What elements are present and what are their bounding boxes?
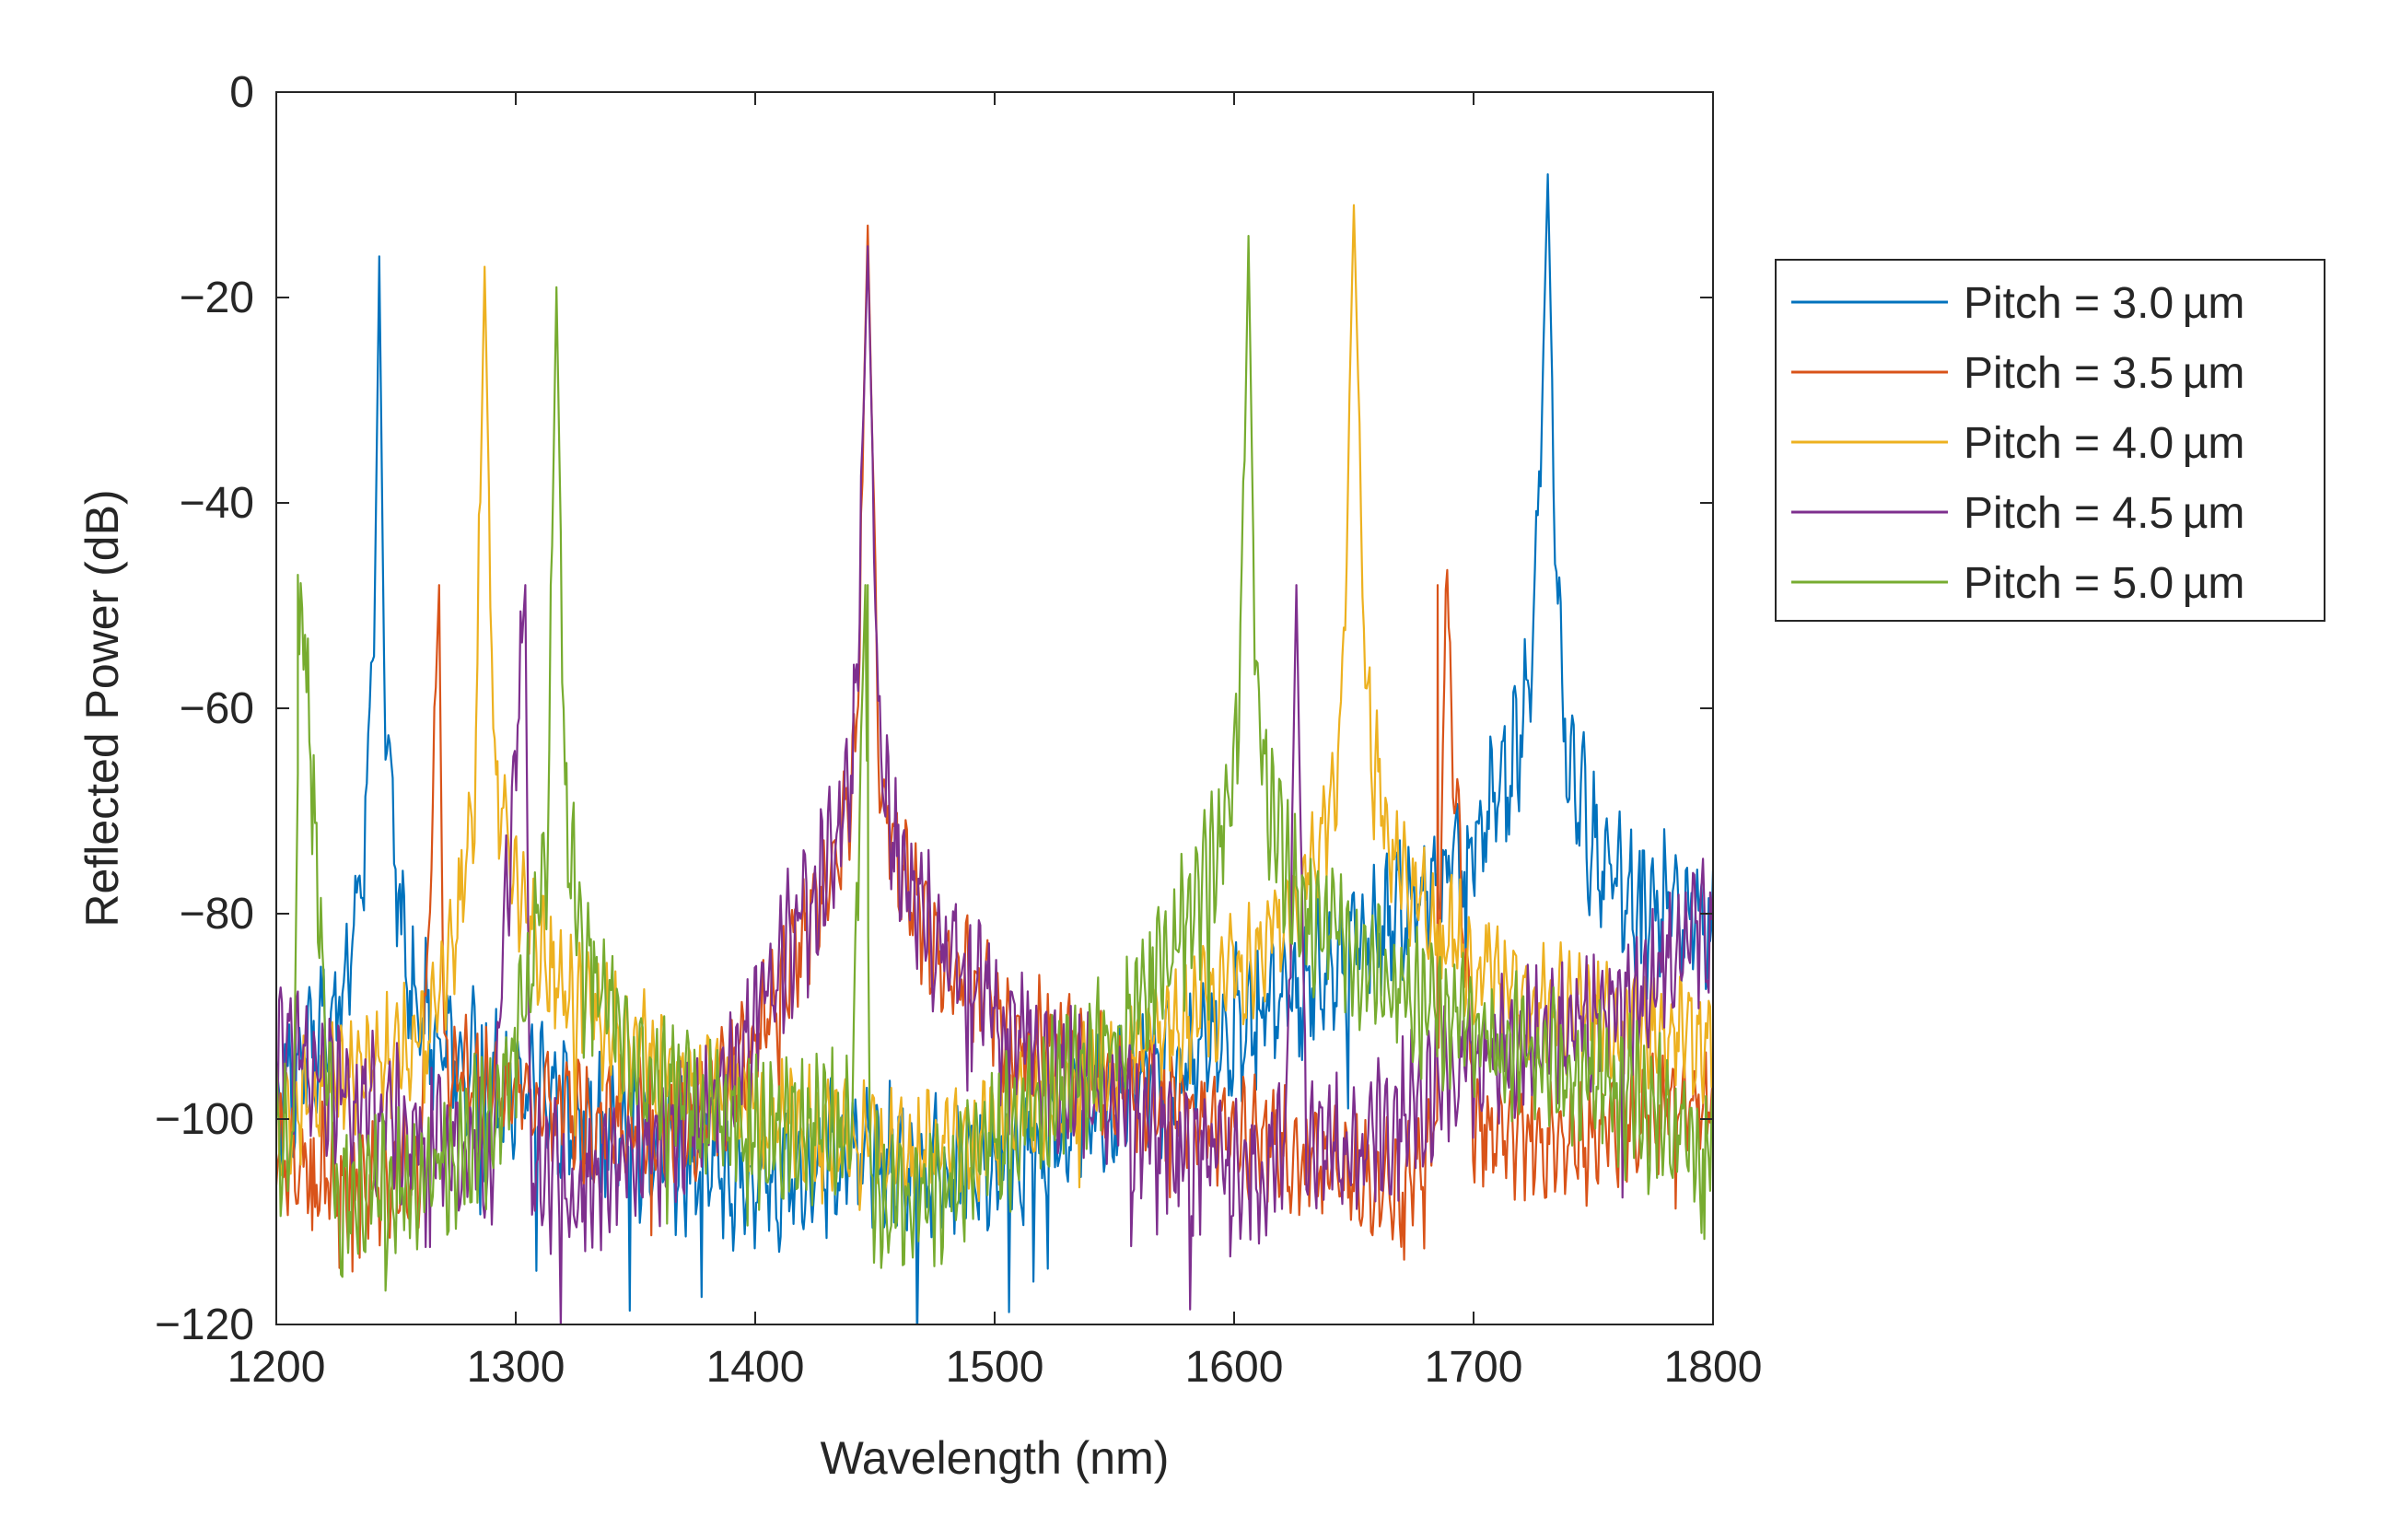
legend: Pitch = 3.0 µm Pitch = 3.5 µm Pitch = 4.0 … — [1775, 259, 2325, 622]
series-line-5 — [276, 235, 1713, 1292]
y-tick-label: −40 — [180, 479, 254, 528]
x-tick-label: 1600 — [1185, 1343, 1284, 1392]
y-axis-label: Reflected Power (dB) — [76, 489, 128, 927]
y-tick-label: 0 — [229, 68, 254, 117]
x-axis-label: Wavelength (nm) — [821, 1432, 1170, 1484]
legend-label-5: Pitch = 5.0 µm — [1964, 559, 2244, 608]
y-tick-label: −100 — [155, 1095, 254, 1144]
y-tick-label: −80 — [180, 890, 254, 939]
legend-label-1: Pitch = 3.0 µm — [1964, 279, 2244, 328]
y-tick-label: −60 — [180, 684, 254, 733]
legend-entries: Pitch = 3.0 µm Pitch = 3.5 µm Pitch = 4.0 … — [1791, 279, 2244, 608]
x-tick-label: 1400 — [706, 1343, 805, 1392]
x-tick-label: 1700 — [1425, 1343, 1523, 1392]
x-tick-label: 1200 — [227, 1343, 326, 1392]
legend-label-3: Pitch = 4.0 µm — [1964, 419, 2244, 468]
axis-ticks — [275, 91, 1714, 1325]
series-line-4 — [276, 245, 1713, 1324]
legend-label-4: Pitch = 4.5 µm — [1964, 489, 2244, 538]
series-layer — [276, 173, 1713, 1324]
legend-label-2: Pitch = 3.5 µm — [1964, 349, 2244, 398]
x-tick-label: 1500 — [946, 1343, 1044, 1392]
y-tick-label: −20 — [180, 274, 254, 322]
axis-tick-labels: 1200 1300 1400 1500 1600 1700 1800 0 −20 −40 −60 −8… — [155, 68, 1763, 1392]
x-tick-label: 1300 — [467, 1343, 565, 1392]
x-tick-label: 1800 — [1664, 1343, 1763, 1392]
y-tick-label: −120 — [155, 1301, 254, 1349]
legend-box — [1775, 259, 2325, 622]
